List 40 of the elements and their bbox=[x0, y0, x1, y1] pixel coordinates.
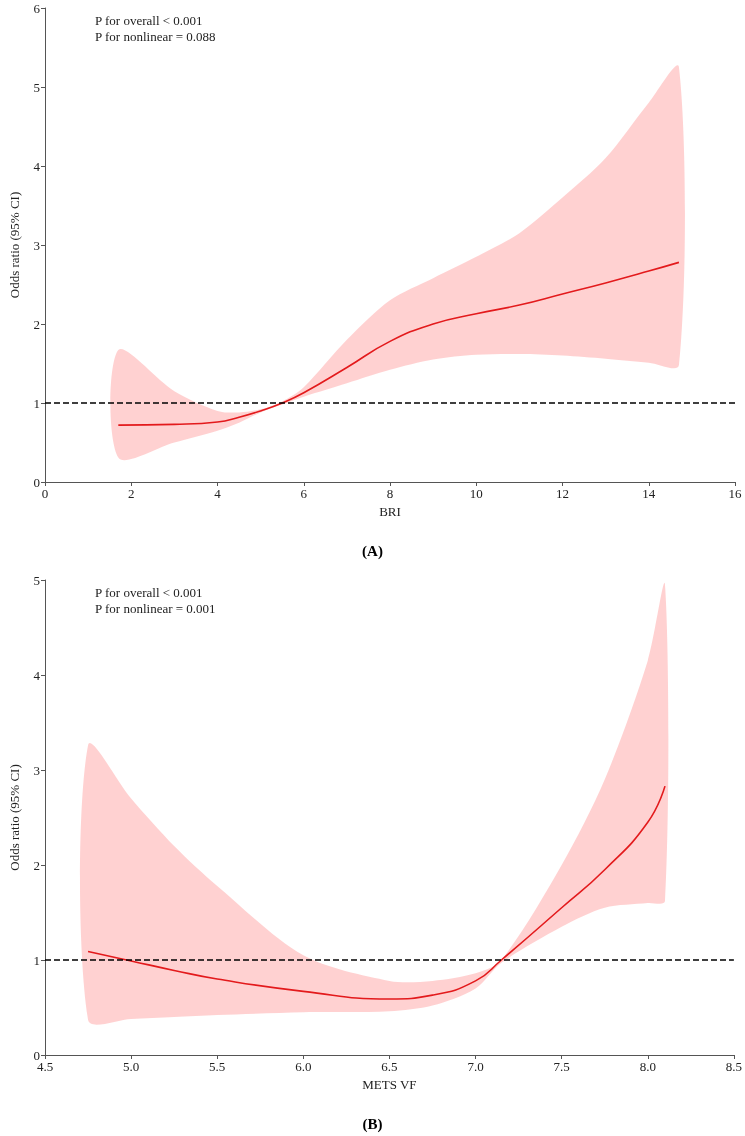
x-tick-label: 6.0 bbox=[295, 1059, 312, 1074]
y-tick-label: 2 bbox=[33, 857, 40, 873]
x-axis-title: BRI bbox=[379, 503, 401, 519]
text: (A) bbox=[362, 542, 383, 560]
x-axis-title: METS VF bbox=[362, 1076, 417, 1092]
y-tick-label: 0 bbox=[33, 474, 40, 490]
annotation: P for overall < 0.001 bbox=[95, 585, 203, 600]
y-tick-label: 5 bbox=[33, 79, 40, 95]
line-series bbox=[117, 261, 680, 426]
x-tick-label: 8.0 bbox=[639, 1059, 656, 1074]
x-tick-label: 5.5 bbox=[209, 1059, 226, 1074]
x-tick-label: 7.5 bbox=[553, 1059, 570, 1074]
line-series bbox=[87, 785, 666, 1000]
annotation: P for nonlinear = 0.088 bbox=[95, 29, 216, 44]
x-tick-label: 2 bbox=[128, 486, 135, 501]
x-tick-label: 7.0 bbox=[467, 1059, 484, 1074]
text: (B) bbox=[362, 1115, 383, 1133]
x-tick-label: 12 bbox=[556, 486, 569, 501]
x-tick-label: 6.5 bbox=[381, 1059, 398, 1074]
y-tick-label: 4 bbox=[33, 667, 41, 683]
y-tick-label: 1 bbox=[33, 952, 40, 968]
x-tick-label: 10 bbox=[469, 486, 483, 501]
y-tick-label: 6 bbox=[33, 0, 41, 16]
x-tick-label: 14 bbox=[642, 486, 656, 501]
y-tick-label: 1 bbox=[33, 395, 40, 411]
y-tick-label: 2 bbox=[33, 316, 40, 332]
x-tick-label: 16 bbox=[728, 486, 742, 501]
y-axis-title: Odds ratio (95% CI) bbox=[7, 764, 22, 871]
y-axis-title: Odds ratio (95% CI) bbox=[7, 191, 22, 299]
x-tick-label: 8 bbox=[386, 486, 394, 501]
x-tick-label: 6 bbox=[300, 486, 308, 501]
annotation: P for overall < 0.001 bbox=[95, 13, 203, 28]
y-tick-label: 3 bbox=[33, 237, 40, 253]
annotation: P for nonlinear = 0.001 bbox=[95, 601, 216, 616]
y-tick-label: 4 bbox=[33, 158, 41, 174]
x-tick-label: 4 bbox=[214, 486, 222, 501]
y-tick-label: 5 bbox=[33, 572, 40, 588]
y-tick-label: 3 bbox=[33, 762, 40, 778]
x-tick-label: 8.5 bbox=[725, 1059, 742, 1074]
x-tick-label: 5.0 bbox=[122, 1059, 140, 1074]
